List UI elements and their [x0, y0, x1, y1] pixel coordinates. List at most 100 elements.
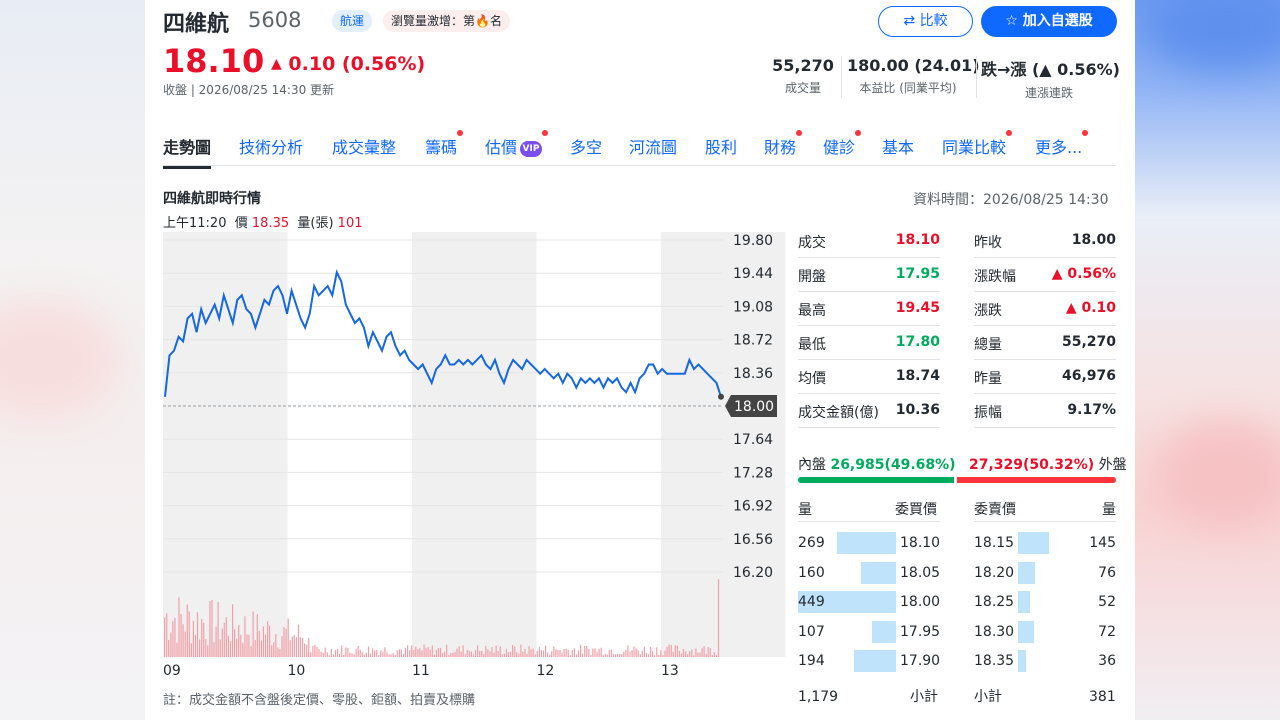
volume-bar — [635, 648, 637, 657]
detail-row: 昨收 18.00 — [974, 224, 1116, 258]
volume-bar — [682, 648, 685, 657]
detail-row: 成交金額(億) 10.36 — [798, 394, 940, 428]
volume-bar — [429, 649, 431, 657]
outer-label: 外盤 — [1098, 457, 1127, 473]
volume-bar — [398, 649, 400, 657]
bid-depth-bar — [798, 591, 896, 613]
volume-bar — [483, 653, 485, 657]
volume-bar — [631, 650, 633, 657]
tab-basic[interactable]: 基本 — [882, 134, 914, 158]
detail-label: 總量 — [974, 337, 1002, 353]
ask-price[interactable]: 18.25 — [974, 594, 1015, 610]
ask-price[interactable]: 18.35 — [974, 653, 1015, 669]
volume-bar — [260, 640, 262, 657]
volume-bar — [316, 647, 318, 657]
volume-bar — [530, 649, 532, 657]
volume-bar — [643, 646, 645, 657]
volume-bar — [326, 652, 328, 657]
detail-row: 總量 55,270 — [974, 326, 1116, 360]
volume-bar — [318, 649, 320, 657]
bid-price[interactable]: 18.00 — [900, 594, 941, 610]
volume-bar — [450, 653, 452, 657]
volume-bar — [334, 650, 337, 657]
volume-bar — [660, 650, 662, 657]
volume-bar — [314, 645, 316, 657]
volume-bar — [275, 634, 277, 657]
tab-health[interactable]: 健診 — [823, 130, 862, 158]
y-tick-label: 19.08 — [733, 299, 773, 315]
hot-rank-tag[interactable]: 瀏覽量激增：第🔥名 — [383, 10, 510, 32]
volume-bar — [590, 655, 592, 657]
bid-total-label: 小計 — [910, 689, 938, 705]
volume-bar — [615, 654, 617, 657]
intraday-chart[interactable]: 19.80 19.44 19.08 18.72 18.36 17.64 17.28 16.92… — [163, 232, 789, 684]
volume-bar — [363, 654, 365, 657]
volume-bar — [209, 601, 211, 657]
tab-trades[interactable]: 成交彙整 — [332, 134, 396, 158]
volume-bar — [324, 647, 326, 657]
volume-bar — [372, 648, 374, 657]
tab-chips[interactable]: 籌碼 — [425, 130, 464, 158]
volume-bar — [575, 654, 578, 657]
volume-bar — [650, 646, 652, 657]
volume-bar — [448, 654, 450, 657]
volume-bar — [522, 651, 524, 657]
tab-bull-bear[interactable]: 多空 — [570, 134, 602, 158]
tab-technical[interactable]: 技術分析 — [239, 134, 303, 158]
y-tick-label: 17.64 — [733, 432, 773, 448]
volume-bar — [262, 626, 264, 657]
bid-price[interactable]: 18.10 — [900, 535, 941, 551]
add-watchlist-button[interactable]: ☆ 加入自選股 — [981, 6, 1117, 37]
y-tick-label: 16.92 — [733, 499, 773, 515]
ask-qty: 52 — [1098, 594, 1116, 610]
bid-price[interactable]: 18.05 — [900, 564, 941, 581]
volume-bar — [460, 651, 462, 657]
volume-bar — [641, 650, 643, 657]
volume-bar — [676, 645, 678, 657]
detail-value: ▲ 0.10 — [1065, 300, 1116, 316]
ask-price[interactable]: 18.20 — [974, 564, 1015, 581]
hover-price-label: 價 — [234, 216, 248, 231]
ask-price[interactable]: 18.30 — [974, 623, 1015, 640]
industry-tag[interactable]: 航運 — [332, 10, 373, 32]
hover-info: 上午11:20 價 18.35 量(張) 101 — [163, 212, 363, 231]
compare-button[interactable]: ⇄ 比較 — [878, 6, 973, 37]
tab-peer-compare[interactable]: 同業比較 — [942, 130, 1013, 158]
detail-row: 均價 18.74 — [798, 360, 940, 394]
detail-label: 成交 — [798, 235, 826, 251]
bid-price[interactable]: 17.95 — [900, 623, 941, 640]
bid-depth-bar — [872, 620, 896, 643]
bid-qty: 269 — [798, 535, 825, 551]
volume-bar — [306, 644, 308, 657]
hour-band — [163, 232, 288, 657]
tab-river[interactable]: 河流圖 — [629, 134, 677, 158]
notification-dot — [1006, 130, 1013, 136]
tab-more[interactable]: 更多... — [1035, 130, 1089, 158]
notification-dot — [457, 130, 464, 136]
volume-bar — [367, 646, 370, 657]
volume-bar — [534, 654, 536, 657]
detail-value: 18.00 — [1071, 232, 1116, 248]
divider — [841, 56, 842, 98]
tab-dividend[interactable]: 股利 — [705, 134, 737, 158]
ask-total-label: 小計 — [974, 689, 1002, 705]
tab-valuation[interactable]: 估價 VIP — [485, 130, 549, 158]
volume-bar — [190, 643, 192, 657]
volume-bar — [225, 617, 227, 657]
volume-bar — [359, 649, 361, 657]
volume-bar — [456, 648, 458, 657]
volume-bar — [227, 635, 229, 657]
bid-price[interactable]: 17.90 — [900, 653, 941, 669]
ask-price[interactable]: 18.15 — [974, 535, 1015, 551]
data-time: 資料時間：2026/08/25 14:30 — [913, 192, 1109, 208]
volume-bar — [497, 651, 499, 657]
volume-bar — [586, 645, 588, 657]
volume-bar — [400, 649, 402, 657]
volume-bar — [689, 651, 691, 657]
tab-trend[interactable]: 走勢圖 — [163, 134, 212, 169]
volume-bar — [322, 652, 324, 657]
detail-value: 19.45 — [895, 300, 940, 316]
tab-financial[interactable]: 財務 — [764, 130, 803, 158]
hover-time: 上午11:20 — [163, 216, 227, 231]
detail-value: 10.36 — [895, 402, 940, 418]
